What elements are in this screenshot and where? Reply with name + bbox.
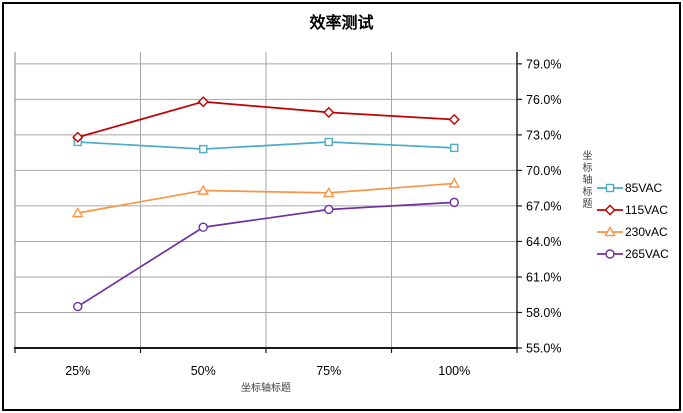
series-line-265VAC: [77, 201, 455, 308]
diamond-marker-icon: [604, 204, 616, 216]
y-axis-title: 坐标轴标题: [580, 150, 591, 210]
diamond-marker-icon: [448, 113, 460, 126]
y-tick-label: 79.0%: [526, 57, 561, 71]
legend-label: 85VAC: [625, 181, 663, 195]
diamond-marker-icon: [72, 131, 84, 143]
triangle-marker-icon: [71, 206, 84, 218]
y-tick-label: 55.0%: [526, 342, 561, 356]
y-tick-label: 64.0%: [526, 235, 561, 249]
legend-key-circle-icon: [597, 249, 623, 259]
circle-marker-icon: [324, 204, 334, 215]
legend-key-square-icon: [597, 183, 623, 193]
diamond-marker-icon: [323, 106, 335, 118]
legend: 85VAC 115VAC 230vAC 265VAC: [597, 177, 669, 265]
y-tick-label: 67.0%: [526, 199, 561, 213]
square-marker-icon: [450, 143, 459, 153]
square-marker-icon: [199, 144, 208, 154]
triangle-marker-icon: [322, 186, 335, 198]
legend-label: 230vAC: [625, 225, 668, 239]
circle-marker-icon: [73, 301, 83, 312]
legend-item-265vac: 265VAC: [597, 243, 669, 265]
square-marker-icon: [605, 183, 615, 193]
y-tick-label: 70.0%: [526, 164, 561, 178]
legend-label: 115VAC: [625, 203, 668, 217]
series-line-230vAC: [77, 182, 455, 214]
circle-marker-icon: [198, 222, 208, 232]
legend-key-diamond-icon: [597, 204, 623, 216]
y-tick-label: 73.0%: [526, 128, 561, 142]
legend-key-triangle-icon: [597, 226, 623, 237]
legend-item-230vac: 230vAC: [597, 221, 669, 243]
y-tick-label: 58.0%: [526, 306, 561, 320]
x-tick-label: 100%: [438, 364, 470, 378]
y-tick-label: 61.0%: [526, 270, 561, 284]
x-axis-title: 坐标轴标题: [241, 383, 291, 394]
square-marker-icon: [324, 137, 333, 147]
series-line-115VAC: [77, 100, 455, 139]
series-line-85VAC: [77, 141, 455, 150]
triangle-marker-icon: [197, 184, 210, 195]
triangle-marker-icon: [604, 226, 616, 237]
legend-item-115vac: 115VAC: [597, 199, 669, 221]
legend-item-85vac: 85VAC: [597, 177, 669, 199]
chart-title: 效率测试: [309, 15, 374, 32]
triangle-marker-icon: [448, 177, 461, 188]
x-tick-label: 50%: [191, 364, 216, 378]
x-tick-label: 25%: [65, 364, 90, 378]
circle-marker-icon: [449, 197, 459, 208]
y-tick-label: 76.0%: [526, 93, 561, 107]
diamond-marker-icon: [197, 96, 209, 108]
x-tick-label: 75%: [316, 364, 341, 378]
circle-marker-icon: [605, 249, 615, 259]
legend-label: 265VAC: [625, 247, 669, 261]
